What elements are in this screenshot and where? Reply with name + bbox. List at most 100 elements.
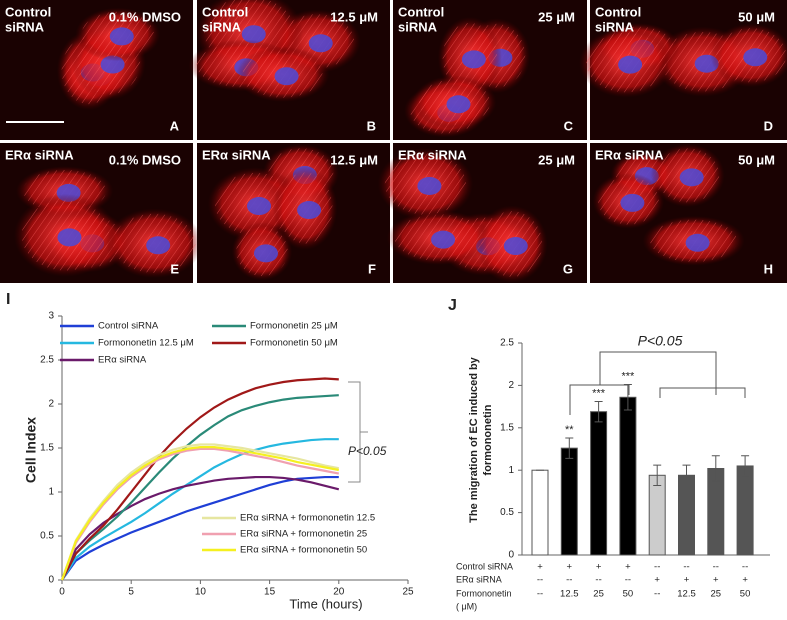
error-bar [741,455,750,477]
y-tick-label: 2 [48,399,54,410]
y-tick-label: 1.5 [500,422,514,433]
series-line [60,443,340,581]
y-tick-label: 1 [48,487,54,498]
nucleus [431,230,456,249]
condition-label: Control siRNA [456,561,513,571]
bar [736,465,754,556]
condition-cell: -- [683,562,689,573]
treatment-label: ERα siRNA [202,147,271,162]
nucleus [417,176,442,195]
micrograph: ERα siRNA 12.5 μM F [197,143,390,283]
treatment-label: ERα siRNA [5,147,74,162]
treatment-label: ERα siRNA [595,147,664,162]
significance-label: ** [565,424,574,436]
bar [619,396,637,556]
panel-letter: D [764,118,773,133]
nucleus [743,48,768,67]
condition-cell: 25 [593,589,604,600]
bar [648,474,666,556]
condition-cell: + [625,562,631,573]
treatment-label: Control [398,4,444,19]
series-line [61,377,339,581]
bar [531,469,549,556]
condition-cell: + [567,562,573,573]
nucleus [308,34,333,53]
bar [678,474,695,556]
treatment-label: siRNA [595,19,635,34]
panel-letter: B [367,118,376,133]
treatment-label: Control [595,4,641,19]
condition-cell: -- [654,562,660,573]
error-bar [565,437,574,459]
condition-cell: 12.5 [560,589,579,600]
condition-cell: -- [654,589,660,600]
y-tick-label: 2.5 [500,338,514,349]
bar [590,411,608,556]
panel-letter: A [170,118,180,133]
treatment-label: ERα siRNA [398,147,467,162]
error-bar [711,455,720,482]
condition-label: 12.5 μM [330,9,378,24]
y-axis-label: formononetin [482,404,494,475]
series-line [60,446,340,581]
nucleus [679,168,704,187]
error-bar [682,464,691,486]
nucleus [685,233,710,252]
condition-label: 0.1% DMSO [109,9,181,24]
y-tick-label: 0.5 [500,507,514,518]
nucleus [297,201,322,220]
condition-cell: + [537,562,543,573]
treatment-label: siRNA [5,19,45,34]
condition-label: ( μM) [456,601,477,611]
condition-cell: 50 [740,589,751,600]
nucleus [503,237,528,256]
nucleus [620,193,645,212]
condition-label: 12.5 μM [330,152,378,167]
series-line [60,447,340,581]
condition-label: 25 μM [538,152,575,167]
panel-letter: I [6,291,10,308]
error-bar [623,384,632,411]
nucleus [253,244,278,263]
micrograph: ERα siRNA 50 μM H [590,143,787,283]
condition-label: 50 μM [738,152,775,167]
nucleus [618,55,643,74]
y-axis-label: The migration of EC induced by [468,356,480,523]
error-bar [653,464,662,486]
y-axis-label: Cell Index [23,417,39,483]
series-line [61,438,339,581]
condition-cell: -- [566,575,572,586]
panel-letter: C [564,118,574,133]
condition-cell: + [654,575,660,586]
legend-label: Formononetin 12.5 μM [98,338,194,349]
series-line [61,394,339,581]
treatment-label: Control [5,4,51,19]
legend-label: Control siRNA [98,321,159,332]
legend-label: ERα siRNA + formononetin 50 [240,545,367,556]
y-tick-label: 1 [508,465,514,476]
x-tick-label: 5 [128,587,134,598]
panel-letter: F [368,261,376,276]
legend-label: Formononetin 50 μM [250,338,338,349]
condition-cell: -- [713,562,719,573]
error-bar [594,401,603,423]
panel-letter: J [448,297,457,314]
condition-cell: -- [537,575,543,586]
micrograph: ERα siRNA 0.1% DMSO E [0,143,203,283]
significance-bracket [348,381,368,483]
y-tick-label: 0 [48,575,54,586]
condition-label: 50 μM [738,9,775,24]
y-tick-label: 1.5 [40,443,54,454]
significance-bracket [569,351,746,415]
condition-cell: 25 [711,589,722,600]
x-tick-label: 20 [333,587,345,598]
condition-cell: -- [595,575,601,586]
x-tick-label: 15 [264,587,276,598]
bar [560,447,578,556]
legend-label: ERα siRNA [98,355,147,366]
condition-cell: -- [625,575,631,586]
